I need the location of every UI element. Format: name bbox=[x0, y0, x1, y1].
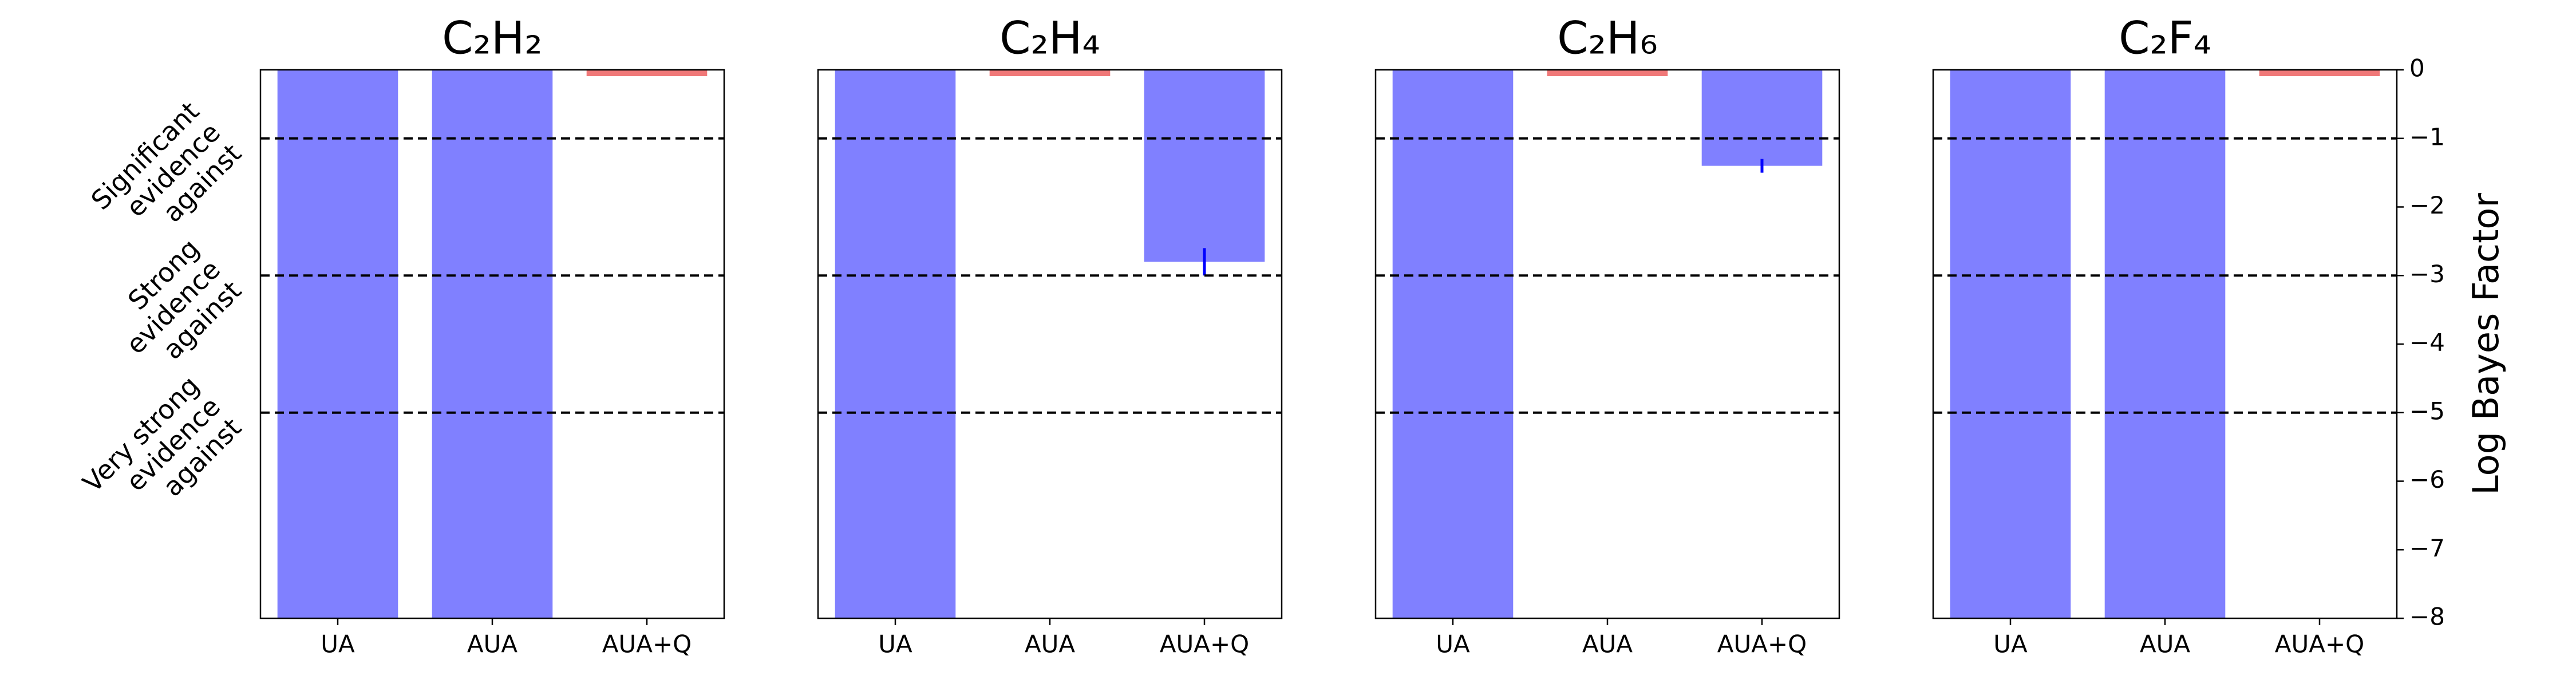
y-tick-label: −5 bbox=[2409, 397, 2445, 425]
threshold-label: Strongevidenceagainst bbox=[98, 232, 247, 381]
y-tick-label: −3 bbox=[2409, 260, 2445, 288]
x-tick-label: UA bbox=[1993, 630, 2028, 658]
y-tick-label: −4 bbox=[2409, 329, 2445, 357]
bar bbox=[989, 70, 1111, 76]
x-tick-label: UA bbox=[321, 630, 355, 658]
bar bbox=[1144, 70, 1265, 262]
threshold-label: Significantevidenceagainst bbox=[85, 96, 247, 258]
x-tick-label: AUA bbox=[1025, 630, 1075, 658]
y-tick-label: 0 bbox=[2409, 54, 2425, 82]
subplot: C₂H₂ UA AUA AUA+Q Significantevidenceagainst… bbox=[77, 13, 725, 658]
x-tick-label: AUA+Q bbox=[1160, 630, 1249, 658]
x-tick-label: AUA bbox=[1582, 630, 1633, 658]
y-axis-label: Log Bayes Factor bbox=[2465, 193, 2507, 495]
bar bbox=[1392, 70, 1514, 618]
threshold-label: Very strongevidenceagainst bbox=[77, 370, 247, 540]
subplot-title: C₂H₆ bbox=[1557, 13, 1658, 64]
subplot: C₂F₄ UA AUA AUA+Q 0 −1 −2 −3 −4 −5 −6 −7 −8 Log Bayes… bbox=[1932, 13, 2507, 658]
subplot-title: C₂H₄ bbox=[999, 13, 1100, 64]
x-tick-label: UA bbox=[1436, 630, 1470, 658]
y-tick-label: −8 bbox=[2409, 603, 2445, 631]
axes-frame bbox=[259, 69, 725, 619]
subplot: C₂H₆ UA AUA AUA+Q bbox=[1374, 13, 1840, 658]
bar bbox=[835, 70, 956, 618]
x-tick-label: AUA+Q bbox=[602, 630, 692, 658]
subplot: C₂H₄ UA AUA AUA+Q bbox=[817, 13, 1283, 658]
x-tick-label: AUA bbox=[467, 630, 517, 658]
bar bbox=[586, 70, 708, 76]
x-tick-label: UA bbox=[878, 630, 912, 658]
y-tick-label: −1 bbox=[2409, 123, 2445, 151]
y-tick-label: −7 bbox=[2409, 534, 2445, 562]
axes-frame bbox=[817, 69, 1283, 619]
bar bbox=[277, 70, 398, 618]
y-tick-label: −2 bbox=[2409, 191, 2445, 219]
x-tick-label: AUA+Q bbox=[1717, 630, 1807, 658]
subplot-title: C₂F₄ bbox=[2119, 13, 2211, 64]
axes-frame bbox=[1374, 69, 1840, 619]
y-tick-label: −6 bbox=[2409, 465, 2445, 493]
x-tick-label: AUA+Q bbox=[2275, 630, 2364, 658]
x-tick-label: AUA bbox=[2140, 630, 2190, 658]
bar bbox=[1701, 70, 1823, 166]
bar bbox=[1547, 70, 1668, 76]
bar bbox=[432, 70, 553, 618]
subplot-title: C₂H₂ bbox=[442, 13, 543, 64]
bar bbox=[1950, 70, 2071, 618]
bar bbox=[2104, 70, 2226, 618]
bar bbox=[2259, 70, 2380, 76]
